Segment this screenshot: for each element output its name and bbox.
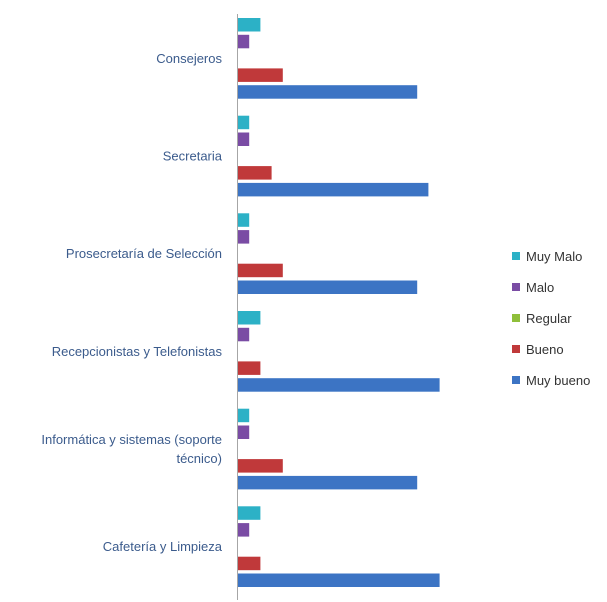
legend-label-muy-bueno: Muy bueno — [526, 373, 590, 388]
bar-malo-1 — [238, 34, 250, 49]
category-label-2: Secretaria — [163, 149, 223, 164]
legend-swatch-regular — [512, 314, 520, 322]
legend-label-regular: Regular — [526, 311, 572, 326]
bar-muy-malo-4 — [238, 311, 261, 325]
bar-muy-malo-1 — [238, 18, 261, 32]
bar-bueno-2 — [238, 166, 272, 180]
bar-muy-bueno-5 — [238, 475, 418, 490]
bar-muy-bueno-2 — [238, 182, 429, 197]
bar-muy-malo-3 — [238, 213, 250, 227]
bar-malo-6 — [238, 523, 250, 537]
legend-swatch-muy-bueno — [512, 376, 520, 384]
category-label-3: Prosecretaría de Selección — [66, 246, 222, 261]
category-label-5: Informática y sistemas (soporte técnico) — [41, 432, 222, 466]
bar-muy-bueno-3 — [238, 280, 418, 294]
category-labels: Consejeros Secretaria Prosecretaría de Sel… — [41, 51, 222, 554]
category-label-6: Cafetería y Limpieza — [103, 539, 223, 554]
bar-bueno-6 — [238, 556, 261, 571]
bar-muy-bueno-4 — [238, 378, 440, 392]
category-label-1: Consejeros — [156, 51, 222, 66]
bar-muy-malo-2 — [238, 115, 250, 130]
bar-muy-malo-5 — [238, 408, 250, 423]
legend: Muy Malo Malo Regular Bueno Muy bueno — [512, 249, 590, 388]
bar-bueno-5 — [238, 459, 283, 473]
bar-malo-2 — [238, 132, 250, 146]
bar-bueno-4 — [238, 361, 261, 375]
bar-muy-bueno-6 — [238, 573, 440, 587]
bar-malo-3 — [238, 230, 250, 244]
bar-malo-4 — [238, 327, 250, 342]
legend-label-malo: Malo — [526, 280, 554, 295]
legend-swatch-muy-malo — [512, 252, 520, 260]
legend-label-bueno: Bueno — [526, 342, 564, 357]
bar-muy-malo-6 — [238, 506, 261, 520]
bar-bueno-1 — [238, 68, 283, 82]
bar-bueno-3 — [238, 263, 283, 278]
legend-swatch-malo — [512, 283, 520, 291]
bar-muy-bueno-1 — [238, 85, 418, 99]
category-label-4: Recepcionistas y Telefonistas — [52, 344, 223, 359]
bar-malo-5 — [238, 425, 250, 439]
legend-label-muy-malo: Muy Malo — [526, 249, 582, 264]
legend-swatch-bueno — [512, 345, 520, 353]
bars — [238, 18, 440, 587]
